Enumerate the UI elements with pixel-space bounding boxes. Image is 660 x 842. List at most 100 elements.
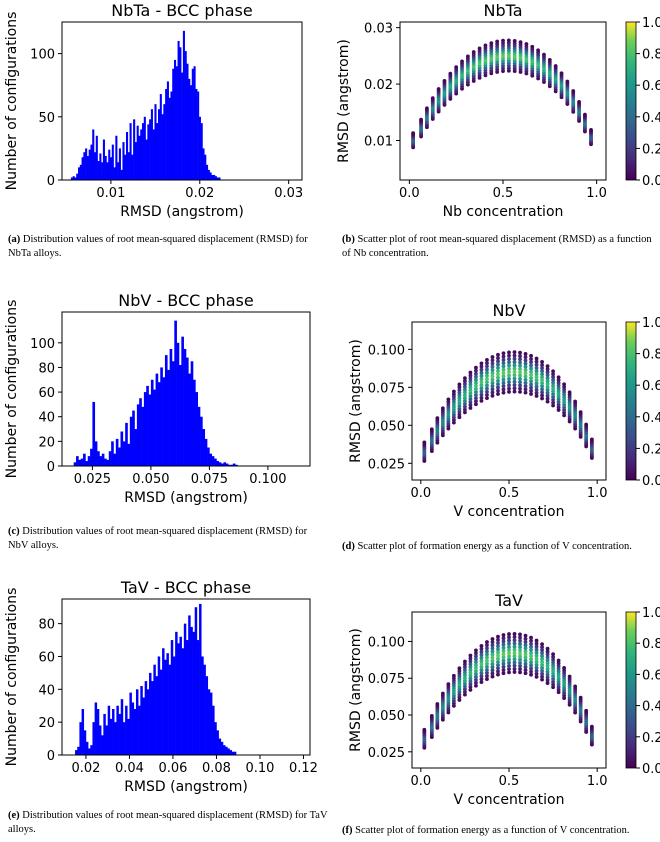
scatter-point — [583, 112, 587, 117]
y-tick-label: 20 — [38, 716, 55, 731]
histogram-bar — [118, 148, 121, 180]
scatter-point — [496, 647, 500, 652]
histogram-bar — [156, 123, 159, 180]
scatter-point — [545, 382, 550, 386]
histogram-bar — [202, 429, 206, 466]
scatter-point — [474, 396, 478, 401]
colorbar — [625, 21, 637, 181]
histogram-bar — [213, 174, 216, 180]
scatter-point — [490, 646, 495, 651]
scatter-point — [534, 659, 539, 664]
scatter-point — [512, 651, 517, 655]
histogram-bar — [72, 176, 75, 180]
histogram-bar — [181, 336, 184, 466]
scatter-point — [485, 367, 489, 372]
x-tick-label: 0.0 — [410, 774, 431, 789]
histogram-bar — [162, 377, 166, 466]
x-tick-label: 0.0 — [399, 186, 420, 201]
scatter-point — [556, 391, 561, 396]
scatter-point — [468, 376, 473, 381]
scatter-point — [479, 662, 484, 666]
histogram-bar — [195, 88, 198, 180]
scatter-point — [545, 370, 550, 374]
scatter-point — [490, 640, 495, 645]
scatter-point — [551, 403, 555, 408]
histogram-bar — [186, 640, 189, 755]
histogram-bar — [170, 640, 174, 755]
scatter-point — [556, 405, 561, 410]
scatter-point — [556, 375, 561, 380]
scatter-point — [457, 692, 462, 697]
x-tick-label: 0.06 — [158, 761, 187, 776]
scatter-point — [507, 380, 511, 384]
scatter-point — [534, 372, 539, 376]
scatter-point — [507, 648, 511, 652]
histogram-bar — [201, 656, 204, 755]
scatter-point — [457, 382, 462, 387]
scatter-point — [474, 377, 478, 382]
scatter-point — [496, 385, 500, 390]
histogram-bar — [120, 699, 124, 755]
scatter-point — [518, 667, 522, 672]
colorbar-tick-label: 0.4 — [642, 111, 660, 126]
scatter-point — [545, 649, 550, 654]
scatter-point — [534, 390, 539, 395]
scatter-point — [474, 672, 478, 676]
scatter-point — [485, 370, 489, 375]
scatter-point — [501, 351, 506, 356]
histogram-bar — [192, 631, 196, 755]
histogram-bar — [225, 746, 228, 755]
scatter-point — [479, 653, 484, 657]
scatter-point — [463, 410, 467, 415]
scatter-point — [501, 652, 506, 657]
scatter-point — [457, 396, 462, 400]
panel-e-histogram: 0.02 0.04 0.06 0.08 0.10 0.12 0 20 40 60 80 TaV - B… — [4, 578, 318, 795]
histogram-bar — [231, 751, 235, 755]
scatter-point — [496, 352, 500, 357]
scatter-point — [479, 643, 484, 648]
histogram-bar — [131, 702, 135, 755]
scatter-point — [457, 684, 462, 689]
scatter-point — [474, 402, 478, 407]
caption-label: (f) — [342, 825, 353, 836]
histogram-bar — [222, 745, 226, 755]
scatter-point — [523, 652, 528, 657]
scatter-point — [512, 657, 517, 662]
histogram-bar — [170, 91, 173, 180]
scatter-point — [501, 671, 506, 676]
histogram-bar — [122, 722, 126, 755]
scatter-point — [430, 96, 435, 100]
scatter-point — [518, 670, 522, 675]
y-tick-label: 0.050 — [368, 709, 405, 724]
scatter-point — [463, 676, 467, 680]
histogram-bar — [157, 382, 161, 466]
histogram-bar — [109, 718, 113, 755]
histogram-bar — [102, 139, 105, 180]
scatter-point — [474, 654, 478, 659]
scatter-point — [507, 360, 511, 365]
scatter-point — [501, 390, 506, 395]
histogram-bar — [79, 722, 82, 755]
scatter-point — [545, 672, 550, 677]
scatter-point — [451, 673, 456, 678]
x-tick-label: 0.100 — [249, 472, 286, 487]
y-tick-label: 60 — [38, 650, 55, 665]
scatter-point — [457, 401, 462, 406]
scatter-point — [530, 44, 535, 49]
scatter-point — [468, 385, 473, 390]
scatter-point — [529, 663, 533, 668]
scatter-point — [496, 369, 500, 374]
x-tick-label: 0.050 — [132, 472, 169, 487]
scatter-point — [540, 654, 544, 658]
scatter-point — [529, 645, 533, 649]
scatter-point — [436, 87, 441, 91]
scatter-point — [512, 350, 517, 355]
histogram-bar — [204, 154, 207, 180]
scatter-point — [496, 672, 500, 677]
y-tick-label: 0 — [47, 749, 55, 764]
scatter-point — [551, 372, 555, 377]
scatter-point — [534, 359, 539, 364]
scatter-point — [545, 678, 550, 683]
scatter-point — [551, 666, 555, 670]
scatter-point — [540, 645, 544, 650]
